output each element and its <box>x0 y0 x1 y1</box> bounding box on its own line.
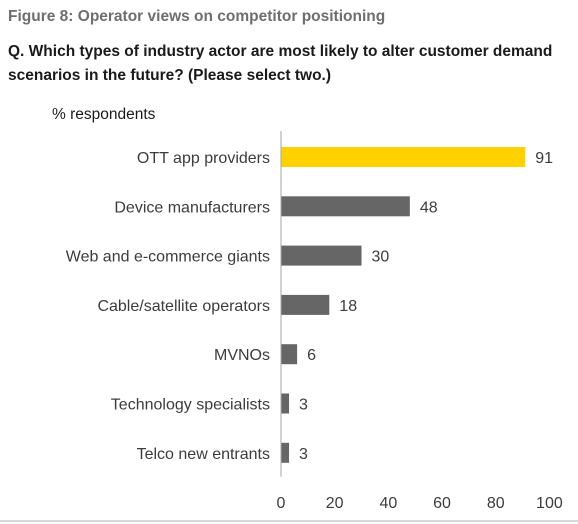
x-tick-label: 80 <box>487 495 505 512</box>
data-label: 48 <box>420 199 438 216</box>
bars-group <box>281 147 526 463</box>
value-labels: 91 48 30 18 6 3 3 <box>299 150 553 463</box>
data-label: 30 <box>372 249 390 266</box>
bar <box>281 147 526 167</box>
bar <box>281 294 330 315</box>
bar <box>281 196 410 217</box>
category-label: OTT app providers <box>137 150 270 167</box>
units-label: % respondents <box>52 106 156 123</box>
category-label: Device manufacturers <box>114 199 270 216</box>
data-label: 18 <box>339 298 357 315</box>
x-tick-label: 40 <box>379 495 397 512</box>
category-label: MVNOs <box>214 347 270 364</box>
bottom-divider <box>0 520 578 522</box>
data-label: 3 <box>299 446 308 463</box>
bar <box>281 344 298 365</box>
x-tick-label: 60 <box>433 495 451 512</box>
figure-title: Figure 8: Operator views on competitor p… <box>8 8 386 25</box>
data-label: 6 <box>307 347 316 364</box>
category-label: Web and e-commerce giants <box>66 249 270 266</box>
data-label: 3 <box>299 397 308 414</box>
data-label: 91 <box>535 150 553 167</box>
question-text: Q. Which types of industry actor are mos… <box>8 43 553 84</box>
bar <box>281 393 290 414</box>
category-label: Cable/satellite operators <box>97 298 270 315</box>
x-tick-label: 20 <box>326 495 344 512</box>
category-label: Telco new entrants <box>137 446 270 463</box>
category-labels: OTT app providers Device manufacturers Web… <box>66 150 270 463</box>
bar <box>281 245 362 266</box>
bar <box>281 442 290 463</box>
x-tick-label: 0 <box>277 495 286 512</box>
category-label: Technology specialists <box>111 397 270 414</box>
x-tick-label: 100 <box>536 495 563 512</box>
x-axis: 0 20 40 60 80 100 <box>277 131 563 512</box>
